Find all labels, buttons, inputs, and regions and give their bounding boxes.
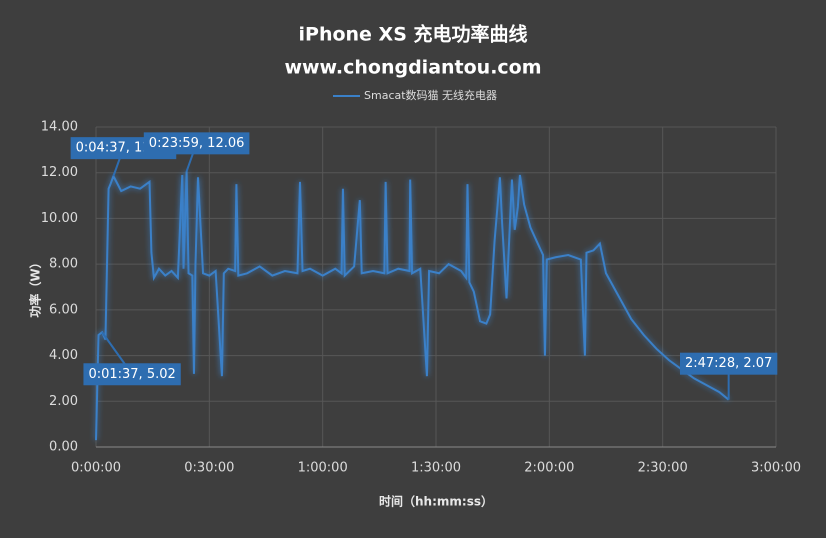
y-tick-label: 10.00 (41, 211, 78, 226)
x-tick-label: 2:00:00 (524, 461, 574, 476)
y-tick-label: 12.00 (41, 165, 78, 180)
x-tick-label: 1:00:00 (298, 461, 348, 476)
line-series (95, 171, 730, 441)
annotation-box (83, 363, 181, 386)
x-tick-label: 2:30:00 (638, 461, 688, 476)
x-axis-label: 时间（hh:mm:ss） (379, 494, 493, 509)
y-tick-label: 0.00 (49, 440, 78, 455)
annotation-label: 2:47:28, 2.07 (685, 356, 772, 371)
annotation-box (143, 132, 250, 155)
chart-title: iPhone XS 充电功率曲线 (299, 23, 528, 46)
y-tick-label: 14.00 (41, 120, 78, 135)
y-tick-label: 6.00 (49, 302, 78, 317)
x-tick-label: 3:00:00 (751, 461, 801, 476)
x-tick-label: 0:00:00 (71, 461, 121, 476)
y-tick-label: 4.00 (49, 348, 78, 363)
legend-label: Smacat数码猫 无线充电器 (364, 88, 497, 102)
y-tick-label: 2.00 (49, 394, 78, 409)
y-tick-label: 8.00 (49, 257, 78, 272)
chart-subtitle: www.chongdiantou.com (284, 57, 541, 79)
x-tick-label: 1:30:00 (411, 461, 461, 476)
y-axis-label: 功率（W） (28, 256, 43, 317)
x-tick-label: 0:30:00 (184, 461, 234, 476)
annotation-label: 0:23:59, 12.06 (149, 136, 245, 151)
annotation-box (679, 352, 778, 375)
annotation-label: 0:01:37, 5.02 (88, 367, 175, 382)
